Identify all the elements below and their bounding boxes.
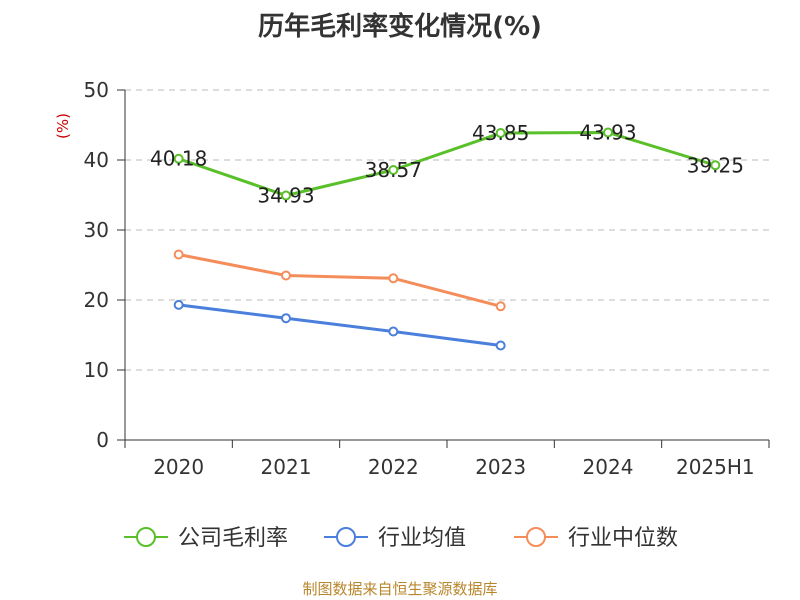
y-tick-label: 30 <box>84 218 109 242</box>
y-tick-label: 50 <box>84 78 109 102</box>
data-point <box>710 160 721 171</box>
y-tick-label: 20 <box>84 288 109 312</box>
data-label: 39.25 <box>687 153 744 177</box>
x-tick-label: 2024 <box>583 455 634 479</box>
data-point <box>388 165 399 176</box>
series-line <box>178 130 716 197</box>
x-tick-label: 2025H1 <box>676 455 755 479</box>
x-tick-label: 2023 <box>475 455 526 479</box>
y-tick-label: 40 <box>84 148 109 172</box>
data-label: 34.93 <box>257 183 314 207</box>
legend-marker <box>526 527 546 547</box>
series-line <box>178 303 501 347</box>
x-tick-label: 2021 <box>261 455 312 479</box>
data-point <box>281 190 291 201</box>
data-point <box>281 313 291 324</box>
data-label: 43.85 <box>472 121 529 145</box>
chart-title: 历年毛利率变化情况(%) <box>258 12 542 42</box>
data-point <box>388 273 399 284</box>
data-label: 40.18 <box>150 147 207 171</box>
y-axis-label: (%) <box>54 113 72 139</box>
data-point <box>173 299 184 310</box>
legend-marker <box>136 527 156 547</box>
data-label: 43.93 <box>579 120 636 144</box>
data-label: 38.57 <box>365 158 422 182</box>
data-point <box>495 301 506 312</box>
series-line <box>178 253 502 308</box>
legend-marker <box>336 527 356 547</box>
data-point <box>603 127 613 138</box>
data-point <box>495 128 506 139</box>
legend-label: 行业均值 <box>378 526 466 551</box>
data-point <box>173 153 184 164</box>
legend-label: 公司毛利率 <box>178 526 288 551</box>
legend-label: 行业中位数 <box>568 526 678 551</box>
data-point <box>495 340 506 351</box>
data-point <box>388 326 399 337</box>
source-note: 制图数据来自恒生聚源数据库 <box>302 580 498 598</box>
data-point <box>173 249 184 260</box>
x-tick-label: 2020 <box>153 455 204 479</box>
x-tick-label: 2022 <box>368 455 419 479</box>
y-tick-label: 10 <box>84 358 109 382</box>
data-point <box>281 270 291 281</box>
y-tick-label: 0 <box>96 428 109 452</box>
